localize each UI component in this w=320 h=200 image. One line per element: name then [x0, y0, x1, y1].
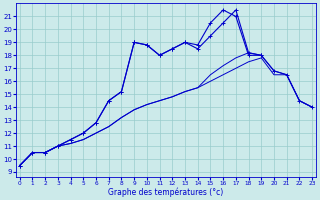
X-axis label: Graphe des températures (°c): Graphe des températures (°c): [108, 187, 224, 197]
